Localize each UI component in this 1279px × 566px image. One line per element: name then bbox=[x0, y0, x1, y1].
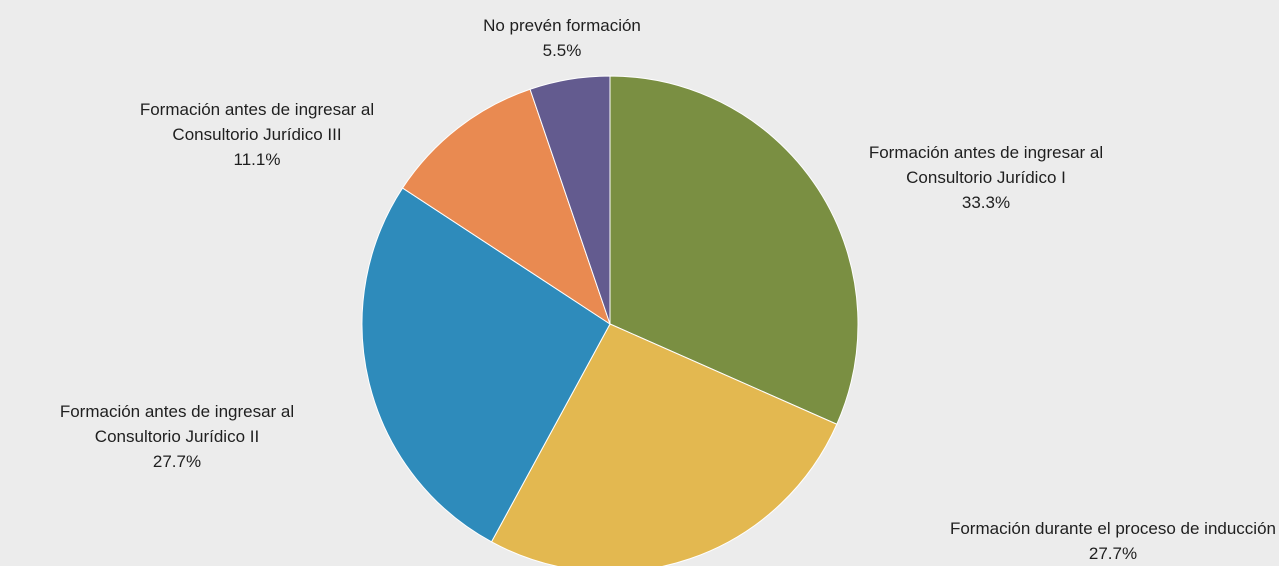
label-line2: Consultorio Jurídico II bbox=[94, 427, 260, 446]
label-line1: Formación durante el proceso de inducció… bbox=[949, 519, 1276, 538]
slice-consultorio-iii bbox=[401, 88, 611, 326]
label-consultorio-iii: Formación antes de ingresar al Consultor… bbox=[140, 97, 374, 172]
label-line1: Formación antes de ingresar al bbox=[868, 143, 1104, 162]
label-induccion: Formación durante el proceso de inducció… bbox=[950, 516, 1276, 566]
label-line1: No prevén formación bbox=[483, 16, 641, 35]
label-no-preven: No prevén formación 5.5% bbox=[483, 13, 641, 63]
label-percent: 11.1% bbox=[233, 150, 281, 169]
label-percent: 33.3% bbox=[961, 193, 1011, 212]
slice-no-preven bbox=[529, 75, 611, 325]
label-percent: 27.7% bbox=[152, 452, 202, 471]
label-percent: 27.7% bbox=[1088, 544, 1138, 563]
slice-consultorio-i bbox=[609, 75, 859, 425]
label-line1: Formación antes de ingresar al bbox=[139, 100, 375, 119]
label-consultorio-ii: Formación antes de ingresar al Consultor… bbox=[60, 399, 294, 474]
label-line2: Consultorio Jurídico III bbox=[172, 125, 342, 144]
label-line1: Formación antes de ingresar al bbox=[59, 402, 295, 421]
label-line2: Consultorio Jurídico I bbox=[906, 168, 1066, 187]
slice-consultorio-ii bbox=[361, 187, 611, 543]
slice-induccion bbox=[490, 323, 838, 566]
label-consultorio-i: Formación antes de ingresar al Consultor… bbox=[869, 140, 1103, 215]
label-percent: 5.5% bbox=[542, 41, 582, 60]
